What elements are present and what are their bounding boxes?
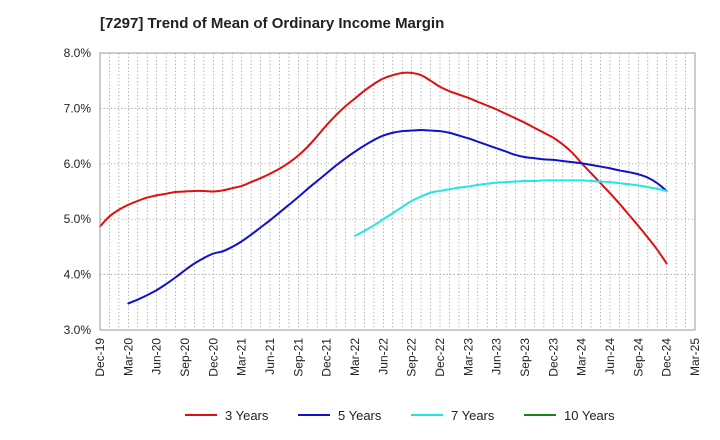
x-tick-label: Sep-23 <box>518 338 532 377</box>
chart-title: [7297] Trend of Mean of Ordinary Income … <box>100 15 445 32</box>
x-tick-label: Jun-24 <box>603 338 617 375</box>
y-tick-label: 6.0% <box>64 157 92 171</box>
legend-label-7-years: 7 Years <box>451 408 495 423</box>
series-layer <box>99 71 668 305</box>
x-axis-ticks: Dec-19 Mar-20 Jun-20 Sep-20 Dec-20 Mar-21 Jun-… <box>93 338 702 377</box>
plot-area-border <box>99 52 696 331</box>
y-tick-label: 3.0% <box>64 323 92 337</box>
series-line-7-years <box>354 179 668 237</box>
x-tick-label: Sep-21 <box>291 338 305 377</box>
legend: 3 Years 5 Years 7 Years 10 Years <box>185 408 615 423</box>
x-tick-label: Mar-24 <box>575 338 589 376</box>
x-tick-label: Dec-24 <box>660 338 674 377</box>
x-tick-label: Sep-24 <box>631 338 645 377</box>
x-tick-label: Sep-20 <box>178 338 192 377</box>
x-tick-label: Jun-23 <box>490 338 504 375</box>
x-tick-label: Dec-19 <box>93 338 107 377</box>
x-tick-label: Mar-20 <box>121 338 135 376</box>
x-tick-label: Dec-22 <box>433 338 447 377</box>
legend-label-5-years: 5 Years <box>338 408 382 423</box>
y-axis-ticks: 3.0% 4.0% 5.0% 6.0% 7.0% 8.0% <box>64 46 92 337</box>
x-tick-label: Mar-25 <box>688 338 702 376</box>
x-tick-label: Jun-21 <box>263 338 277 375</box>
series-line-3-years <box>99 71 668 265</box>
x-tick-label: Dec-23 <box>546 338 560 377</box>
x-tick-label: Mar-23 <box>461 338 475 376</box>
series-line-5-years <box>127 129 668 305</box>
x-tick-label: Jun-22 <box>376 338 390 375</box>
x-tick-label: Mar-21 <box>235 338 249 376</box>
x-tick-label: Mar-22 <box>348 338 362 376</box>
x-tick-label: Dec-20 <box>206 338 220 377</box>
legend-label-10-years: 10 Years <box>564 408 615 423</box>
y-tick-label: 8.0% <box>64 46 92 60</box>
x-tick-label: Jun-20 <box>150 338 164 375</box>
y-tick-label: 4.0% <box>64 268 92 282</box>
y-tick-label: 5.0% <box>64 212 92 226</box>
x-tick-label: Dec-21 <box>320 338 334 377</box>
legend-label-3-years: 3 Years <box>225 408 269 423</box>
x-tick-label: Sep-22 <box>405 338 419 377</box>
y-tick-label: 7.0% <box>64 101 92 115</box>
